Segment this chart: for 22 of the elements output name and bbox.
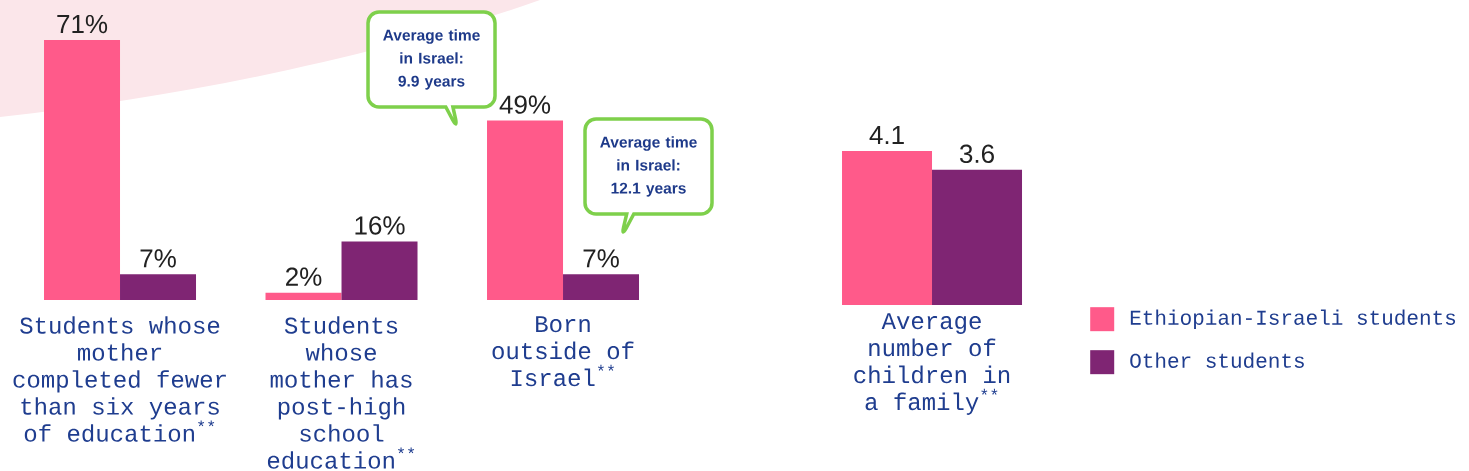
legend-label: Ethiopian-Israeli students bbox=[1130, 309, 1456, 330]
x-tick-label: Students whose mother has post-high school education$^{**}$ bbox=[267, 316, 415, 469]
data-label: 4.1 bbox=[869, 126, 904, 144]
bar bbox=[265, 292, 342, 300]
x-tick-label: Average number of children in a family$^{**}$ bbox=[854, 313, 1010, 415]
bar bbox=[487, 120, 564, 300]
legend-label: Other students bbox=[1130, 352, 1304, 368]
data-label: 7% bbox=[583, 249, 619, 268]
data-label: 71% bbox=[57, 14, 108, 34]
annotation: Average time in Israel: 12.1 years bbox=[600, 136, 697, 197]
data-label: 49% bbox=[499, 95, 551, 114]
bar bbox=[563, 274, 640, 300]
x-tick-label: Born outside of Israel$^{**}$ bbox=[492, 316, 634, 387]
bar bbox=[120, 274, 197, 300]
x-tick-label: Students whose mother completed fewer than six years of education$^{**}$ bbox=[13, 316, 226, 442]
annotation: Average time in Israel: 9.9 years bbox=[383, 29, 480, 90]
data-label: 2% bbox=[286, 267, 322, 286]
data-label: 7% bbox=[140, 249, 176, 268]
bar bbox=[44, 39, 121, 300]
bar bbox=[341, 241, 418, 300]
data-label: 16% bbox=[355, 216, 405, 235]
data-label: 3.6 bbox=[959, 144, 994, 164]
